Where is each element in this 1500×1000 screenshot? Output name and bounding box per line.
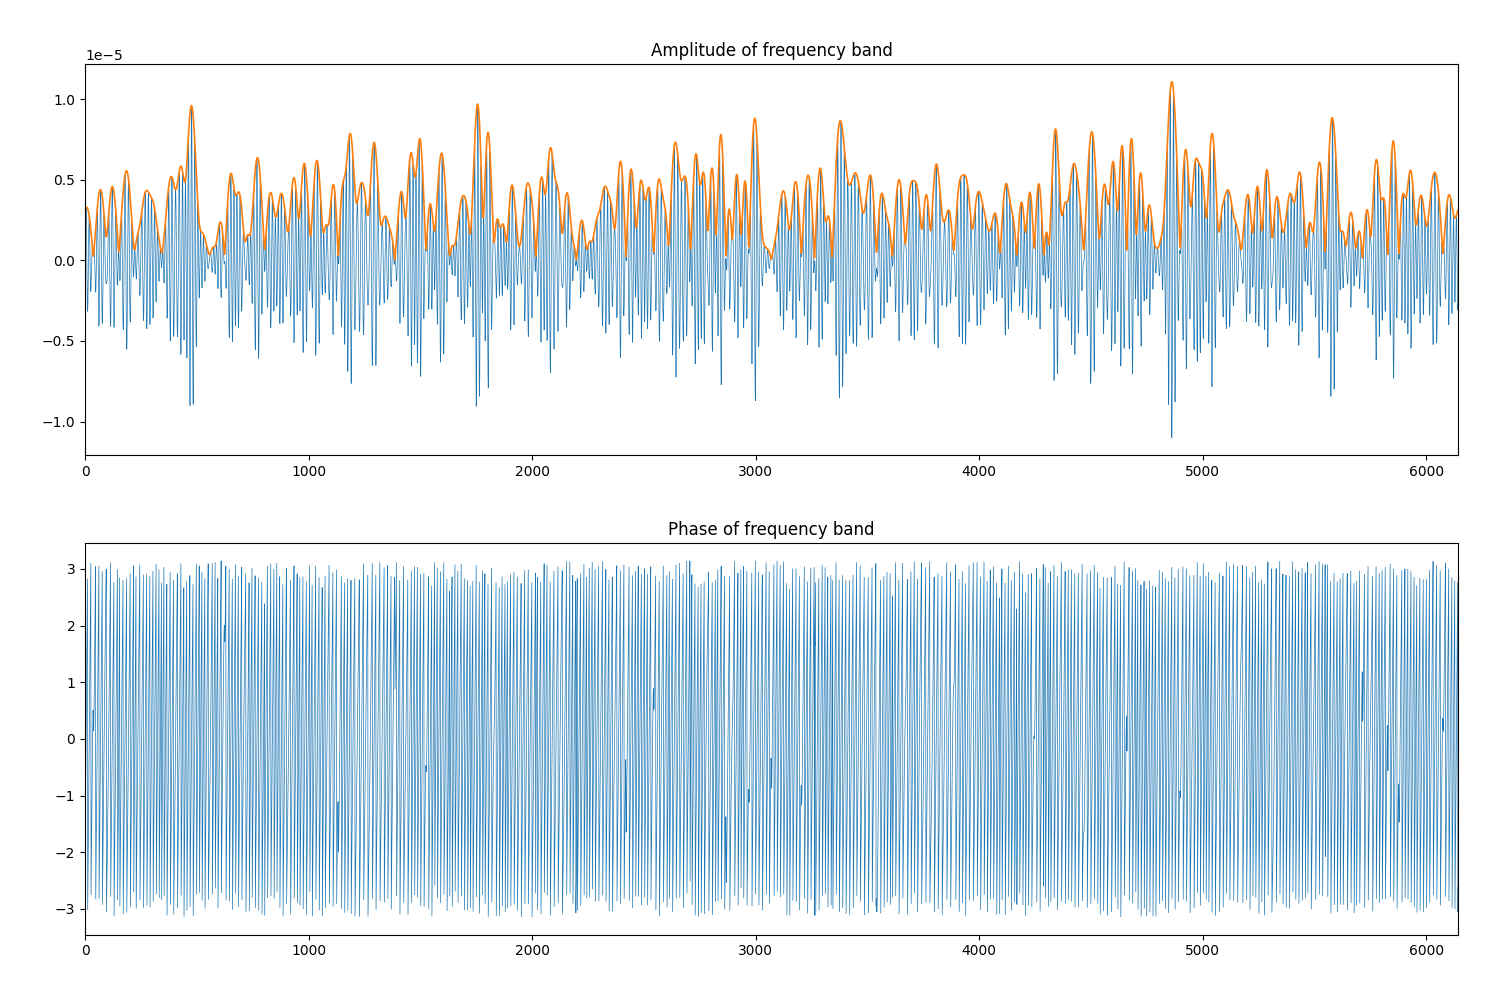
Title: Phase of frequency band: Phase of frequency band [669, 521, 874, 539]
Title: Amplitude of frequency band: Amplitude of frequency band [651, 42, 892, 60]
